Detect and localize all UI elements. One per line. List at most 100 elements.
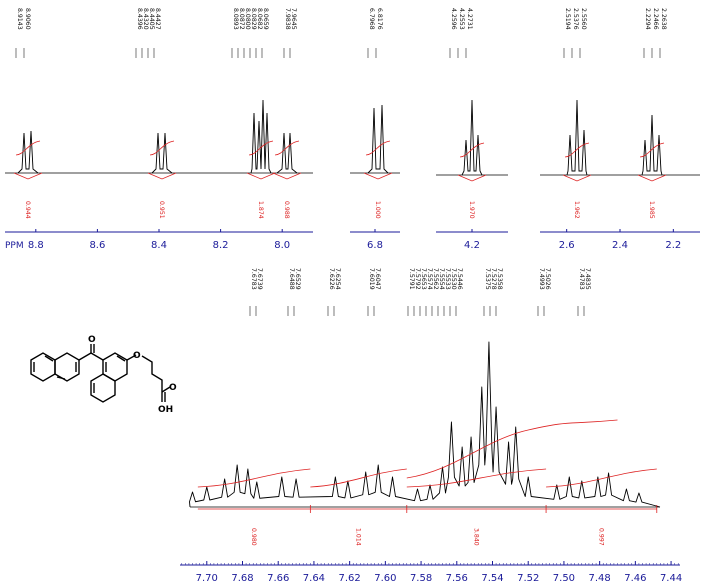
expansion-integral-value: 1.014 — [355, 528, 362, 546]
expansion-shift-label: 7.6488 — [288, 268, 295, 290]
overview-shift-label: 8.4320 — [142, 8, 149, 30]
overview-peak-group — [566, 99, 588, 176]
expansion-integral-value: 0.980 — [250, 528, 257, 546]
overview-peak-group — [250, 99, 272, 174]
molecule-structure — [30, 344, 171, 403]
expansion-tick-label: 7.62 — [339, 573, 361, 584]
overview-tick-label: 2.2 — [665, 240, 681, 251]
overview-integral-value: 0.988 — [283, 201, 290, 219]
overview-shift-label: 8.4427 — [154, 8, 161, 30]
overview-integral-bracket — [246, 172, 276, 180]
expansion-shift-label: 7.4783 — [578, 268, 585, 290]
expansion-tick-label: 7.58 — [410, 573, 432, 584]
overview-integral-curve — [564, 142, 590, 158]
expansion-shift-label: 7.6529 — [294, 268, 301, 290]
overview-shift-label: 2.2294 — [644, 8, 651, 30]
overview-integral-curve — [149, 140, 175, 156]
overview-shift-label: 7.9838 — [284, 8, 291, 30]
overview-peak-group — [641, 114, 663, 176]
overview-integral-curve — [274, 140, 300, 156]
expansion-tick-label: 7.64 — [303, 573, 325, 584]
expansion-tick-label: 7.68 — [231, 573, 253, 584]
overview-integral-value: 1.000 — [374, 201, 381, 219]
expansion-shift-label: 7.6019 — [368, 268, 375, 290]
expansion-tick-label: 7.54 — [481, 573, 503, 584]
overview-shift-label: 6.7968 — [368, 8, 375, 30]
overview-integral-bracket — [457, 174, 487, 182]
expansion-integral-curve — [546, 468, 657, 488]
overview-tick-label: 8.4 — [151, 240, 167, 251]
expansion-shift-label: 7.5278 — [490, 268, 497, 290]
overview-integral-value: 1.970 — [468, 201, 475, 219]
expansion-shift-label: 7.6783 — [250, 268, 257, 290]
expansion-shift-label: 7.4993 — [538, 268, 545, 290]
overview-tick-label: 8.0 — [274, 240, 290, 251]
overview-shift-label: 4.2553 — [458, 8, 465, 30]
expansion-tick-label: 7.44 — [660, 573, 682, 584]
overview-tick-label: 6.8 — [367, 240, 383, 251]
expansion-shift-label: 7.4835 — [584, 268, 591, 290]
overview-shift-label: 8.0872 — [238, 8, 245, 30]
overview-peak-group — [17, 130, 39, 174]
overview-integral-bracket — [562, 174, 592, 182]
overview-integral-value: 1.874 — [257, 201, 264, 219]
expansion-shift-label: 7.5446 — [456, 268, 463, 290]
overview-shift-label: 2.5194 — [564, 8, 571, 30]
expansion-shift-label: 7.5375 — [484, 268, 491, 290]
expansion-integral-main-curve — [406, 419, 618, 479]
hydroxyl-label: OH — [158, 405, 173, 415]
overview-integral-curve — [459, 142, 485, 158]
overview-shift-label: 8.4405 — [148, 8, 155, 30]
expansion-shift-label: 7.5358 — [496, 268, 503, 290]
overview-shift-label: 8.0893 — [232, 8, 239, 30]
expansion-integral-curve — [310, 468, 407, 488]
acid-oxygen: O — [169, 383, 177, 393]
expansion-tick-label: 7.48 — [589, 573, 611, 584]
ether-oxygen: O — [133, 351, 141, 361]
expansion-shift-label: 7.5792 — [414, 268, 421, 290]
overview-shift-label: 2.2638 — [660, 8, 667, 30]
overview-shift-label: 8.9143 — [16, 8, 23, 30]
expansion-shift-label: 7.5026 — [544, 268, 551, 290]
expansion-shift-label: 7.5530 — [450, 268, 457, 290]
expansion-tick-label: 7.52 — [517, 573, 539, 584]
expansion-integral-value: 3.840 — [472, 528, 479, 546]
overview-integral-value: 1.985 — [648, 201, 655, 219]
expansion-spectrum — [189, 341, 661, 508]
overview-tick-label: 8.2 — [213, 240, 229, 251]
overview-integral-value: 1.962 — [573, 201, 580, 219]
expansion-integral-curve — [406, 468, 547, 488]
overview-peak-group — [276, 132, 298, 174]
overview-shift-label: 8.0829 — [250, 8, 257, 30]
overview-shift-label: 8.0682 — [256, 8, 263, 30]
overview-integral-bracket — [272, 172, 302, 180]
expansion-shift-label: 7.5533 — [444, 268, 451, 290]
overview-integral-curve — [248, 140, 274, 156]
overview-peak-group — [367, 104, 389, 174]
expansion-integral-curve — [197, 468, 311, 488]
expansion-tick-label: 7.56 — [446, 573, 468, 584]
expansion-tick-label: 7.50 — [553, 573, 575, 584]
expansion-shift-label: 7.6254 — [334, 268, 341, 290]
overview-tick-label: 8.6 — [89, 240, 105, 251]
overview-axis-label: PPM — [5, 241, 24, 251]
expansion-tick-label: 7.66 — [267, 573, 289, 584]
overview-shift-label: 6.8176 — [376, 8, 383, 30]
expansion-shift-label: 7.6047 — [374, 268, 381, 290]
overview-peak-group — [461, 99, 483, 176]
overview-shift-label: 4.2731 — [466, 8, 473, 30]
overview-shift-label: 2.2466 — [652, 8, 659, 30]
expansion-shift-label: 7.5653 — [420, 268, 427, 290]
overview-integral-value: 0.944 — [24, 201, 31, 219]
overview-shift-label: 4.2596 — [450, 8, 457, 30]
overview-integral-bracket — [637, 174, 667, 182]
overview-shift-label: 2.5560 — [580, 8, 587, 30]
overview-shift-label: 7.9645 — [290, 8, 297, 30]
overview-peak-group — [151, 132, 173, 174]
overview-integral-value: 0.951 — [158, 201, 165, 219]
overview-integral-bracket — [147, 172, 177, 180]
overview-shift-label: 8.0659 — [262, 8, 269, 30]
expansion-shift-label: 7.5562 — [432, 268, 439, 290]
overview-tick-label: 4.2 — [464, 240, 480, 251]
